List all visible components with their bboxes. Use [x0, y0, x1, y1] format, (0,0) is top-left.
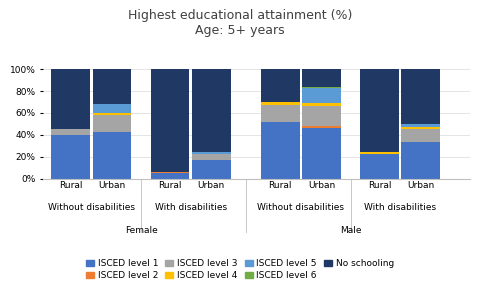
Bar	[192, 154, 230, 160]
Bar	[93, 104, 132, 113]
Text: Highest educational attainment (%)
Age: 5+ years: Highest educational attainment (%) Age: …	[128, 9, 352, 37]
Bar	[192, 160, 230, 179]
Bar	[93, 113, 132, 115]
Bar	[401, 129, 440, 143]
Bar	[360, 152, 399, 154]
Text: Female: Female	[125, 226, 157, 235]
Bar	[51, 69, 90, 129]
Text: With disabilities: With disabilities	[155, 203, 227, 212]
Bar	[302, 68, 341, 87]
Bar	[401, 127, 440, 129]
Text: Male: Male	[340, 226, 361, 235]
Bar	[192, 69, 230, 152]
Bar	[261, 69, 300, 102]
Bar	[51, 135, 90, 179]
Text: Without disabilities: Without disabilities	[48, 203, 135, 212]
Bar	[261, 122, 300, 179]
Bar	[261, 102, 300, 105]
Bar	[93, 69, 132, 104]
Bar	[302, 88, 341, 103]
Bar	[401, 69, 440, 124]
Bar	[401, 143, 440, 179]
Bar	[360, 69, 399, 152]
Bar	[261, 105, 300, 122]
Legend: ISCED level 1, ISCED level 2, ISCED level 3, ISCED level 4, ISCED level 5, ISCED: ISCED level 1, ISCED level 2, ISCED leve…	[82, 255, 398, 283]
Bar	[302, 106, 341, 126]
Bar	[401, 124, 440, 127]
Bar	[151, 69, 189, 172]
Bar	[302, 87, 341, 88]
Bar	[360, 154, 399, 179]
Bar	[192, 152, 230, 154]
Bar	[93, 132, 132, 179]
Bar	[302, 126, 341, 128]
Text: Without disabilities: Without disabilities	[257, 203, 344, 212]
Bar	[93, 115, 132, 132]
Bar	[302, 103, 341, 106]
Text: With disabilities: With disabilities	[364, 203, 436, 212]
Bar	[151, 172, 189, 173]
Bar	[151, 173, 189, 179]
Bar	[302, 128, 341, 179]
Bar	[51, 129, 90, 135]
